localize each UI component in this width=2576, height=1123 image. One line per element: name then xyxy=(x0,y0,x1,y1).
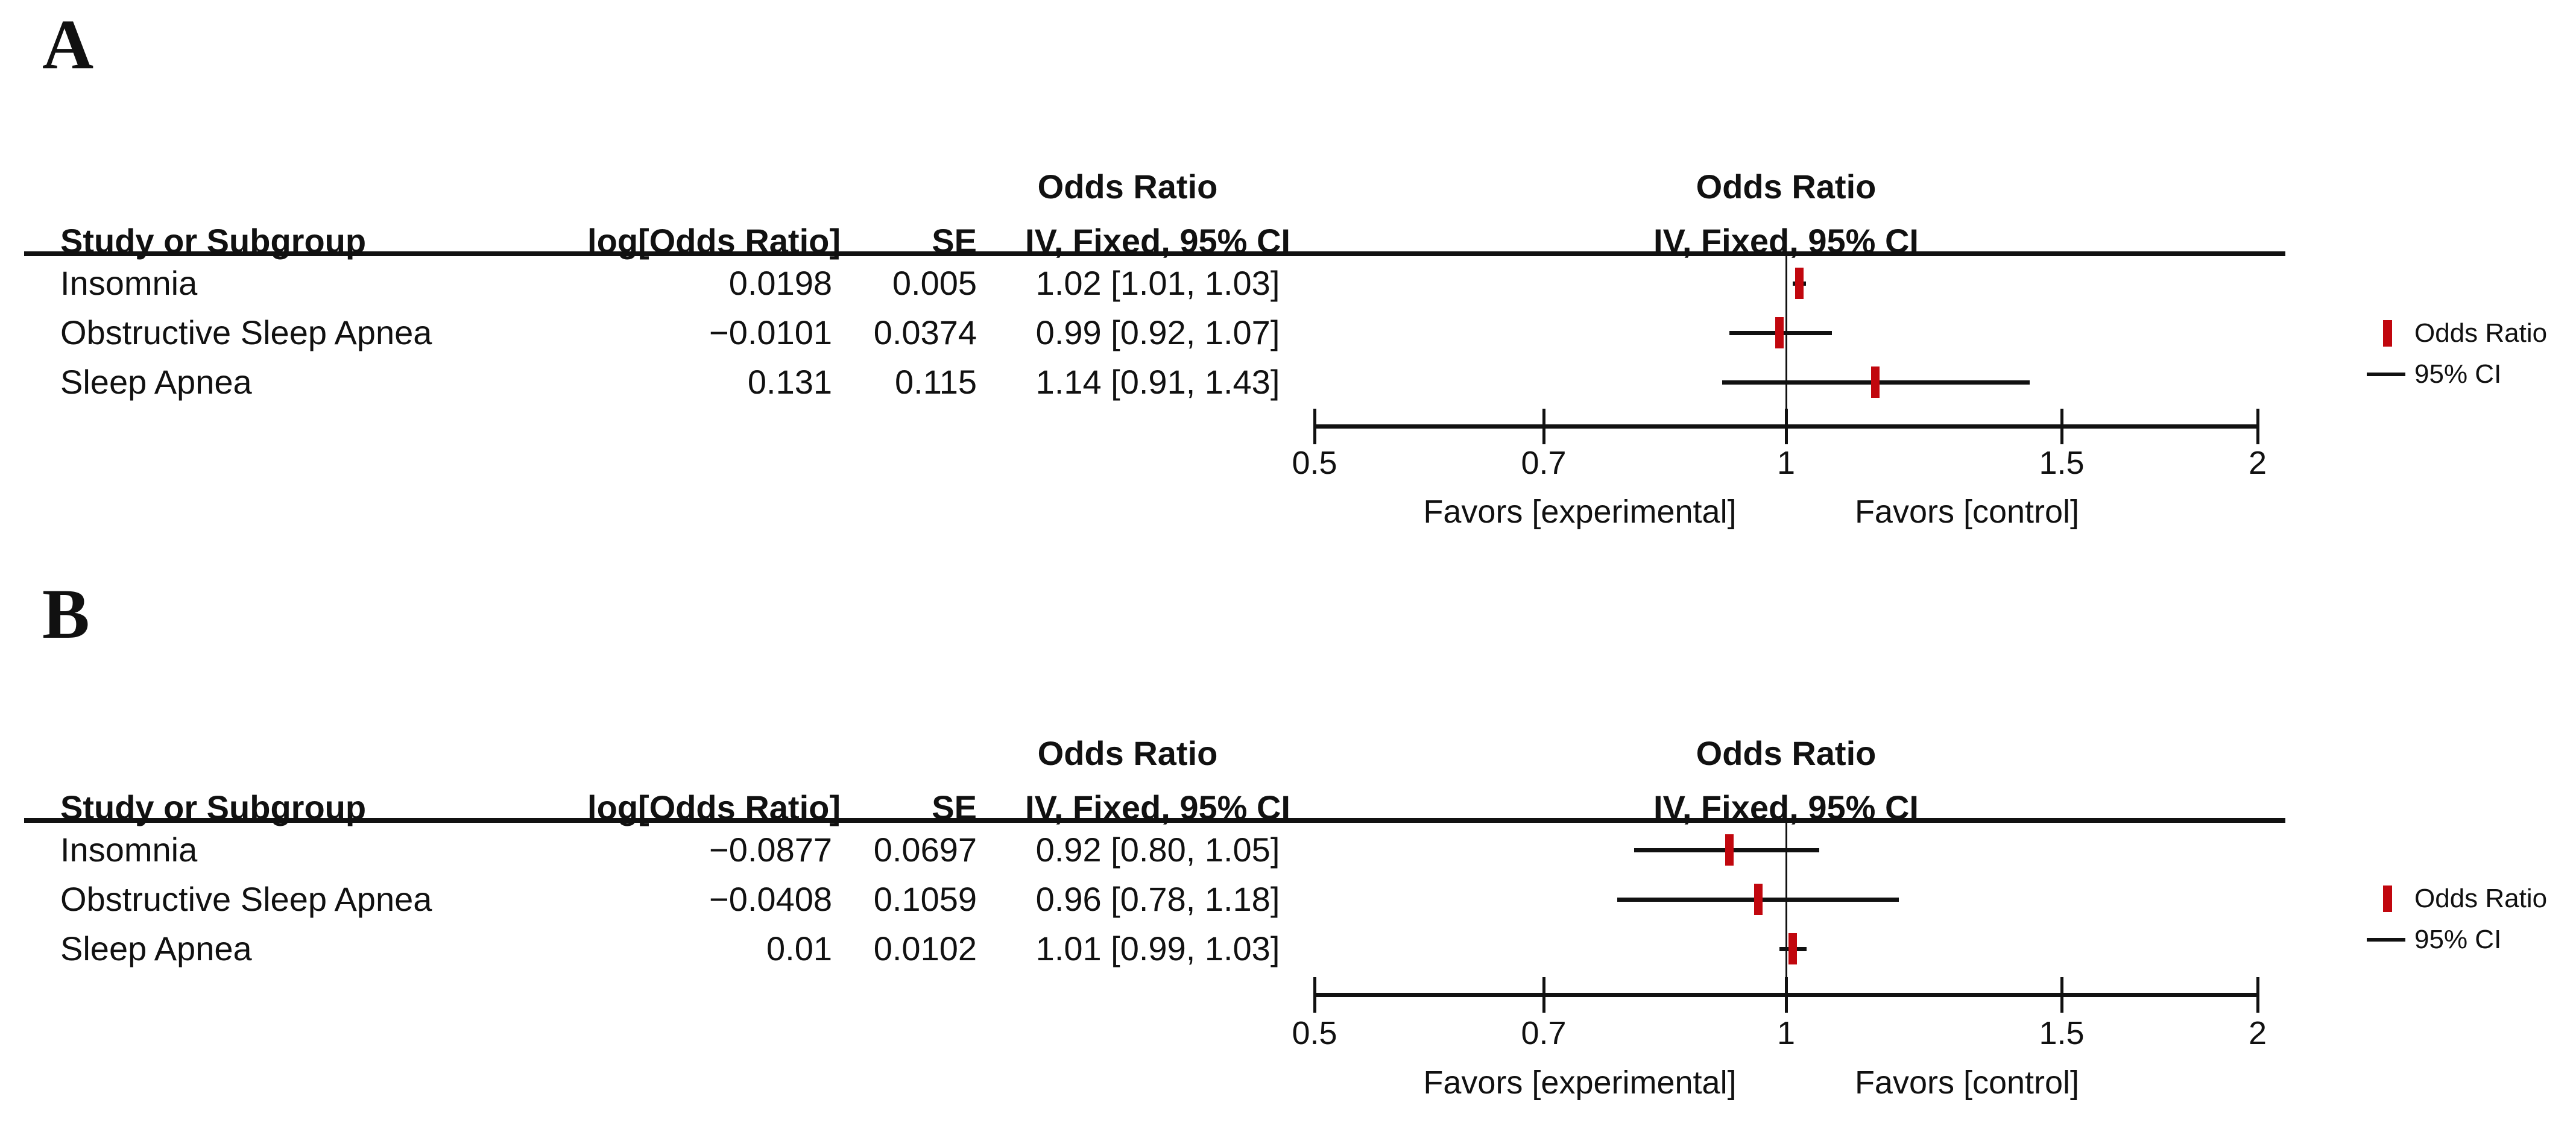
se-cell: 0.1059 xyxy=(873,880,977,918)
study-cell: Obstructive Sleep Apnea xyxy=(60,313,432,351)
axis-tick xyxy=(2060,409,2063,444)
se-cell: 0.115 xyxy=(895,363,977,401)
axis-tick-label: 1 xyxy=(1776,1015,1796,1051)
odds-ratio-marker xyxy=(1795,268,1804,299)
legend-ci-label: 95% CI xyxy=(2414,925,2502,954)
axis-tick-label: 0.7 xyxy=(1521,1015,1567,1051)
reference-line-or-1 xyxy=(1785,256,1787,426)
plot-group-odds-ratio: Odds Ratio xyxy=(1696,734,1877,772)
odds-ratio-marker xyxy=(1725,834,1734,866)
axis-tick xyxy=(1542,977,1545,1013)
reference-line-or-1 xyxy=(1785,823,1787,995)
table-header-rule xyxy=(24,818,2285,823)
log-odds-ratio-cell: −0.0877 xyxy=(709,831,832,869)
axis-tick-label: 1.5 xyxy=(2039,1015,2085,1051)
odds-ratio-marker xyxy=(1871,366,1880,398)
study-cell: Insomnia xyxy=(60,264,198,302)
study-cell: Sleep Apnea xyxy=(60,930,252,967)
study-cell: Sleep Apnea xyxy=(60,363,252,401)
log-odds-ratio-cell: −0.0101 xyxy=(709,313,832,351)
axis-tick-label: 1 xyxy=(1776,445,1796,481)
axis-tick xyxy=(1785,977,1788,1013)
axis-tick-label: 0.7 xyxy=(1521,445,1567,481)
odds-ratio-marker xyxy=(1775,317,1784,348)
odds-ratio-marker xyxy=(1788,933,1797,964)
legend-ci-line xyxy=(2367,938,2405,942)
axis-tick xyxy=(1313,977,1316,1013)
or-ci-cell: 0.96 [0.78, 1.18] xyxy=(1035,880,1280,918)
se-cell: 0.0374 xyxy=(873,313,977,351)
odds-ratio-marker xyxy=(1754,884,1763,915)
axis-tick xyxy=(2256,977,2259,1013)
panel-b-label: B xyxy=(42,574,90,653)
or-ci-cell: 1.14 [0.91, 1.43] xyxy=(1035,363,1280,401)
se-cell: 0.0102 xyxy=(873,930,977,967)
col-group-odds-ratio: Odds Ratio xyxy=(1037,734,1218,772)
favors-experimental-label: Favors [experimental] xyxy=(1423,494,1737,530)
col-group-odds-ratio: Odds Ratio xyxy=(1037,168,1218,206)
legend-odds-ratio-marker xyxy=(2383,886,2392,912)
axis-tick-label: 2 xyxy=(2248,1015,2267,1051)
favors-control-label: Favors [control] xyxy=(1854,1065,2080,1101)
favors-control-label: Favors [control] xyxy=(1854,494,2080,530)
or-ci-cell: 0.92 [0.80, 1.05] xyxy=(1035,831,1280,869)
axis-tick xyxy=(2256,409,2259,444)
panel-a-label: A xyxy=(42,5,94,84)
or-ci-cell: 1.01 [0.99, 1.03] xyxy=(1035,930,1280,967)
log-odds-ratio-cell: 0.131 xyxy=(747,363,832,401)
study-cell: Insomnia xyxy=(60,831,198,869)
table-header-rule xyxy=(24,251,2285,256)
legend-odds-ratio-marker xyxy=(2383,320,2392,347)
plot-group-odds-ratio: Odds Ratio xyxy=(1696,168,1877,206)
favors-experimental-label: Favors [experimental] xyxy=(1423,1065,1737,1101)
study-cell: Obstructive Sleep Apnea xyxy=(60,880,432,918)
axis-tick-label: 0.5 xyxy=(1292,445,1337,481)
legend-odds-ratio-label: Odds Ratio xyxy=(2414,884,2548,913)
axis-tick-label: 2 xyxy=(2248,445,2267,481)
axis-tick xyxy=(2060,977,2063,1013)
legend-odds-ratio-label: Odds Ratio xyxy=(2414,318,2548,348)
axis-tick-label: 0.5 xyxy=(1292,1015,1337,1051)
axis-tick-label: 1.5 xyxy=(2039,445,2085,481)
legend-ci-label: 95% CI xyxy=(2414,359,2502,389)
axis-tick xyxy=(1785,409,1788,444)
log-odds-ratio-cell: 0.01 xyxy=(766,930,832,967)
log-odds-ratio-cell: 0.0198 xyxy=(728,264,832,302)
axis-tick xyxy=(1313,409,1316,444)
or-ci-cell: 0.99 [0.92, 1.07] xyxy=(1035,313,1280,351)
or-ci-cell: 1.02 [1.01, 1.03] xyxy=(1035,264,1280,302)
se-cell: 0.005 xyxy=(892,264,977,302)
legend-ci-line xyxy=(2367,373,2405,376)
axis-tick xyxy=(1542,409,1545,444)
log-odds-ratio-cell: −0.0408 xyxy=(709,880,832,918)
se-cell: 0.0697 xyxy=(873,831,977,869)
